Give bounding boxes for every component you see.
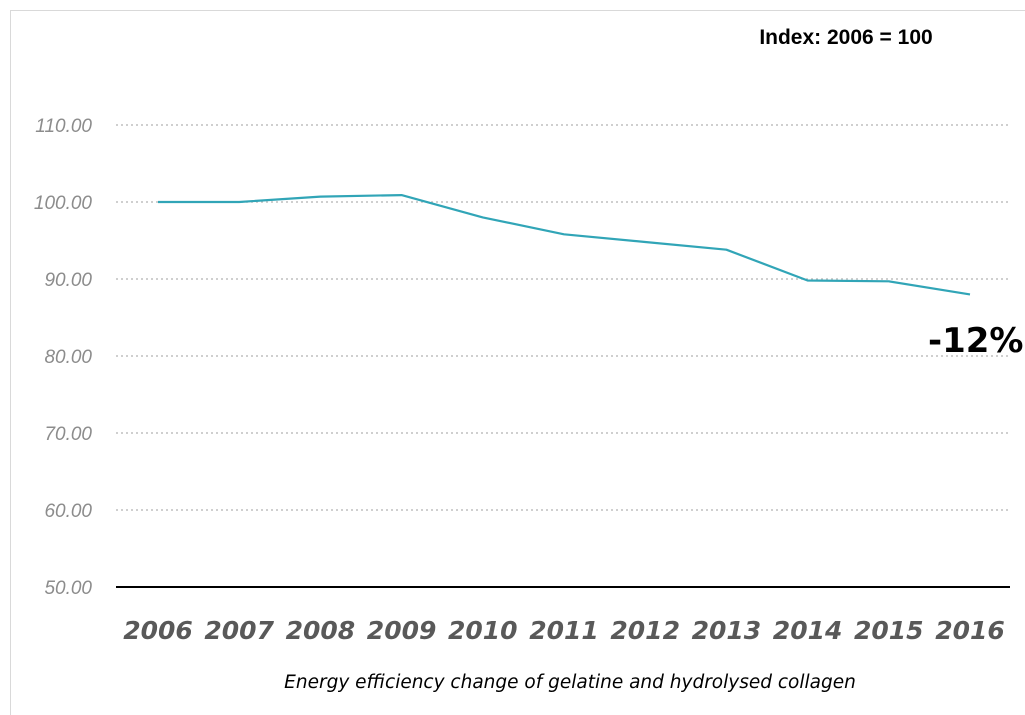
- change-annotation: -12%: [928, 321, 1024, 361]
- series-line: [158, 194, 971, 296]
- x-tick-label: 2006: [123, 616, 193, 645]
- y-tick-label: 60.00: [44, 501, 92, 522]
- x-axis-ticks: 2006 2007 2008 2009 2010 2011 2012 2013 2014 2015…: [123, 616, 1005, 645]
- y-tick-label: 80.00: [44, 347, 92, 368]
- y-tick-label: 50.00: [44, 578, 92, 599]
- x-tick-label: 2012: [610, 616, 680, 645]
- x-tick-label: 2014: [773, 616, 843, 645]
- x-tick-label: 2016: [935, 616, 1005, 645]
- y-tick-label: 70.00: [44, 424, 92, 445]
- x-tick-label: 2011: [529, 616, 599, 645]
- y-axis-ticks: 50.00 60.00 70.00 80.00 90.00 100.00 110.00: [34, 116, 93, 599]
- x-tick-label: 2010: [448, 616, 518, 645]
- y-tick-label: 100.00: [34, 193, 93, 214]
- chart-frame: [10, 10, 1025, 715]
- chart-title: Index: 2006 = 100: [759, 26, 932, 49]
- y-tick-label: 90.00: [44, 270, 92, 291]
- gridlines: [116, 124, 1010, 511]
- x-tick-label: 2009: [367, 616, 437, 645]
- y-tick-label: 110.00: [35, 116, 92, 137]
- x-tick-label: 2007: [204, 616, 274, 645]
- x-tick-label: 2015: [854, 616, 924, 645]
- x-axis-label: Energy efficiency change of gelatine and…: [284, 672, 856, 693]
- x-tick-label: 2013: [692, 616, 762, 645]
- x-tick-label: 2008: [286, 616, 356, 645]
